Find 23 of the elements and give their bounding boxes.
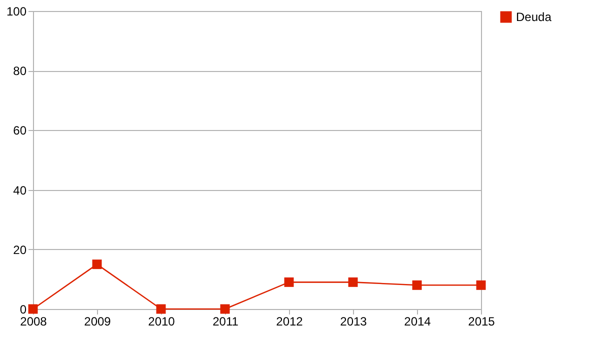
point xyxy=(284,277,294,287)
y-tick-label: 60 xyxy=(13,124,27,138)
x-tick-label: 2012 xyxy=(276,314,304,328)
x-tick-label: 2009 xyxy=(84,314,112,328)
y-tick-label: 40 xyxy=(13,183,27,198)
point xyxy=(348,277,358,287)
point xyxy=(92,260,102,270)
point xyxy=(156,304,166,314)
point xyxy=(28,304,38,314)
x-tick-label: 2015 xyxy=(468,314,496,328)
y-tick-label: 20 xyxy=(13,242,27,257)
y-tick-label: 80 xyxy=(13,64,27,78)
x-tick-label: 2011 xyxy=(212,314,239,328)
point xyxy=(476,280,486,290)
y-tick-label: 0 xyxy=(20,302,27,316)
point xyxy=(412,280,422,290)
x-tick-label: 2013 xyxy=(340,314,368,328)
y-tick-label: 100 xyxy=(6,4,27,18)
legend-label: Deuda xyxy=(516,10,552,24)
point xyxy=(220,304,230,314)
x-tick-label: 2014 xyxy=(404,314,432,328)
x-tick-label: 2008 xyxy=(20,314,48,328)
x-tick-label: 2010 xyxy=(148,314,176,328)
